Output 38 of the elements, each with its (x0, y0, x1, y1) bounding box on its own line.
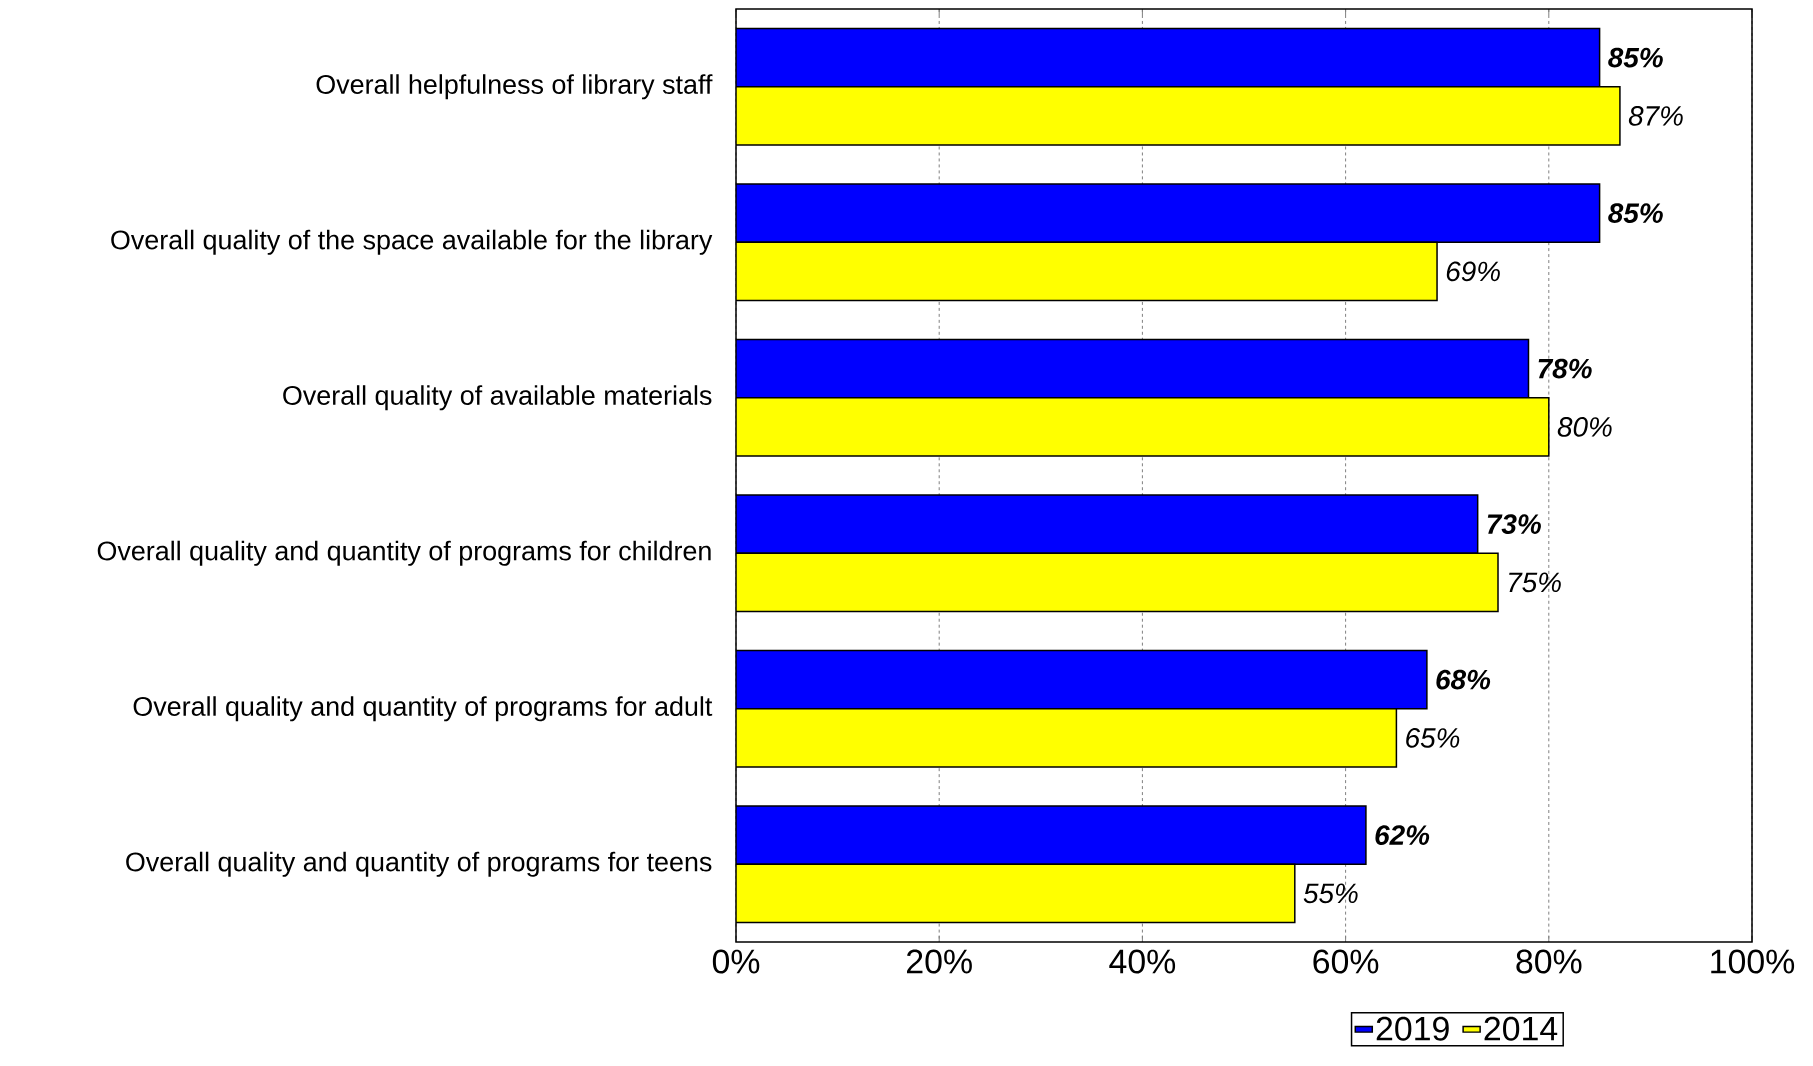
x-tick-label: 0% (712, 949, 760, 974)
x-tick-label: 80% (1516, 949, 1582, 974)
y-tick-label: Overall quality and quantity of programs for adult (133, 696, 713, 722)
y-tick-label: Overall quality of available materials (283, 385, 712, 411)
y-tick-label: Overall helpfulness of library staff (316, 74, 713, 100)
bar (736, 86, 1621, 146)
data-label: 75% (1509, 572, 1561, 593)
x-tick-label: 100% (1711, 949, 1795, 974)
bar (736, 649, 1428, 710)
data-label: 85% (1608, 47, 1663, 68)
data-label: 55% (1303, 883, 1358, 904)
bar (736, 552, 1499, 613)
y-tick-label: Overall quality of the space available for the library (111, 229, 713, 255)
bar (736, 494, 1479, 555)
bar (736, 27, 1601, 88)
bar (736, 708, 1398, 768)
x-tick-label: 20% (907, 949, 972, 974)
bar (736, 397, 1550, 457)
y-tick-label: Overall quality and quantity of programs for children (97, 540, 711, 566)
x-tick-label: 40% (1109, 949, 1176, 974)
data-label: 80% (1557, 417, 1612, 437)
y-tick-label: Overall quality and quantity of programs for teens (126, 851, 712, 877)
bar (736, 241, 1438, 302)
data-label: 65% (1406, 728, 1460, 748)
data-label: 85% (1608, 203, 1663, 223)
x-tick-label: 60% (1313, 949, 1379, 974)
data-label: 73% (1487, 514, 1541, 534)
data-label: 68% (1436, 669, 1491, 690)
bar (736, 805, 1367, 866)
data-label: 62% (1375, 825, 1430, 845)
data-label: 87% (1628, 106, 1683, 126)
bar (736, 863, 1296, 924)
legend-label: 2019 (1376, 1016, 1449, 1041)
bar (736, 338, 1530, 399)
data-label: 78% (1538, 358, 1592, 379)
legend-label: 2014 (1484, 1016, 1558, 1041)
data-label: 69% (1446, 261, 1500, 282)
bar (736, 183, 1601, 244)
